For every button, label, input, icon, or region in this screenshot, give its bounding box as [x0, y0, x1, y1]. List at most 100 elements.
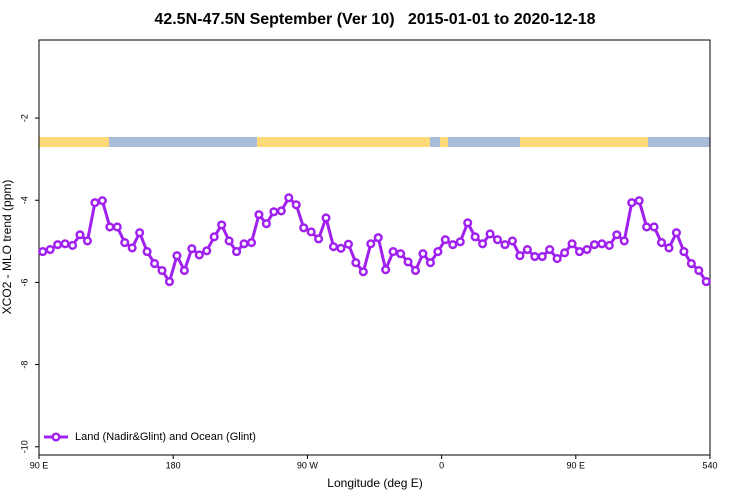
- data-point: [276, 206, 286, 216]
- data-point: [686, 258, 696, 269]
- data-point: [97, 196, 107, 206]
- data-point: [478, 239, 488, 249]
- data-point: [701, 277, 711, 287]
- data-point: [246, 238, 257, 248]
- data-point: [582, 245, 592, 255]
- data-point: [112, 222, 122, 232]
- data-point: [157, 265, 167, 276]
- data-point: [90, 198, 100, 208]
- x-axis-label: Longitude (deg E): [327, 476, 422, 490]
- data-point: [642, 222, 652, 232]
- data-point: [194, 250, 204, 260]
- data-point: [440, 235, 450, 245]
- x-tick-label: 90 E: [567, 460, 586, 470]
- data-point: [388, 247, 398, 257]
- data-point: [38, 247, 48, 257]
- data-point: [127, 243, 137, 253]
- data-point: [589, 240, 599, 250]
- data-point: [634, 196, 644, 206]
- data-point: [321, 213, 331, 223]
- data-point: [381, 265, 391, 275]
- data-point: [560, 248, 570, 258]
- y-tick-label: -4: [19, 196, 29, 204]
- data-point: [164, 277, 175, 287]
- data-point: [403, 257, 413, 267]
- legend-label: Land (Nadir&Glint) and Ocean (Glint): [75, 431, 256, 443]
- plot-frame: [38, 39, 711, 456]
- data-point: [150, 258, 160, 269]
- data-point: [373, 233, 383, 243]
- data-point: [232, 247, 242, 257]
- data-point: [343, 239, 353, 249]
- data-point: [485, 229, 495, 239]
- y-tick-label: -8: [19, 361, 29, 369]
- data-point: [679, 247, 689, 257]
- data-point: [299, 223, 309, 233]
- data-point: [336, 243, 346, 253]
- data-point: [239, 239, 249, 249]
- data-point: [552, 254, 562, 264]
- data-point: [530, 251, 540, 262]
- data-point: [261, 219, 271, 229]
- data-point: [45, 245, 55, 255]
- y-tick-label: -6: [19, 278, 29, 286]
- data-point: [433, 247, 443, 257]
- data-point: [656, 238, 667, 248]
- data-point: [597, 239, 607, 249]
- data-point: [507, 236, 517, 246]
- y-tick-label: -2: [19, 114, 29, 122]
- data-point: [187, 244, 197, 254]
- data-point: [254, 210, 264, 220]
- data-point: [470, 232, 480, 242]
- data-point: [649, 222, 659, 232]
- data-point: [612, 230, 622, 240]
- y-axis-label: XCO2 - MLO trend (ppm): [0, 180, 14, 315]
- data-point: [574, 247, 585, 257]
- data-point: [60, 239, 70, 249]
- chart-title: 42.5N-47.5N September (Ver 10) 2015-01-0…: [154, 11, 595, 28]
- data-point: [314, 234, 324, 244]
- data-point: [351, 258, 361, 268]
- data-point: [358, 267, 368, 277]
- data-point: [671, 228, 682, 238]
- data-point: [410, 265, 421, 276]
- data-point: [604, 240, 614, 250]
- data-point: [500, 240, 510, 250]
- x-tick-label: 90 W: [297, 460, 319, 470]
- data-point: [291, 200, 301, 210]
- land-band: [39, 137, 109, 147]
- data-point: [284, 193, 294, 203]
- data-point: [627, 198, 637, 208]
- x-tick-label: 0: [439, 460, 444, 470]
- land-ocean-strip: [39, 137, 710, 147]
- land-band: [520, 137, 648, 147]
- data-point: [418, 249, 428, 259]
- x-tick-label: 180: [166, 460, 181, 470]
- data-point: [209, 232, 219, 242]
- land-band: [257, 137, 430, 147]
- data-point: [366, 239, 376, 249]
- data-point: [306, 227, 316, 237]
- data-point: [82, 236, 93, 246]
- data-point: [567, 239, 577, 249]
- data-point: [463, 218, 473, 228]
- data-point: [202, 246, 212, 256]
- legend-marker: [51, 432, 61, 442]
- y-tick-label: -10: [19, 440, 29, 453]
- data-point: [545, 245, 555, 255]
- data-point: [105, 222, 115, 232]
- data-point: [694, 265, 704, 276]
- data-point: [448, 240, 458, 250]
- data-point: [537, 251, 547, 262]
- data-point: [328, 242, 339, 252]
- x-tick-label: 540: [702, 460, 717, 470]
- data-point: [179, 265, 189, 276]
- data-point: [425, 258, 435, 268]
- data-point: [224, 236, 234, 246]
- data-point: [120, 238, 130, 248]
- x-tick-label: 90 E: [30, 460, 49, 470]
- data-point: [455, 237, 465, 247]
- data-point: [217, 220, 227, 230]
- data-point: [172, 251, 182, 261]
- data-point: [619, 236, 629, 246]
